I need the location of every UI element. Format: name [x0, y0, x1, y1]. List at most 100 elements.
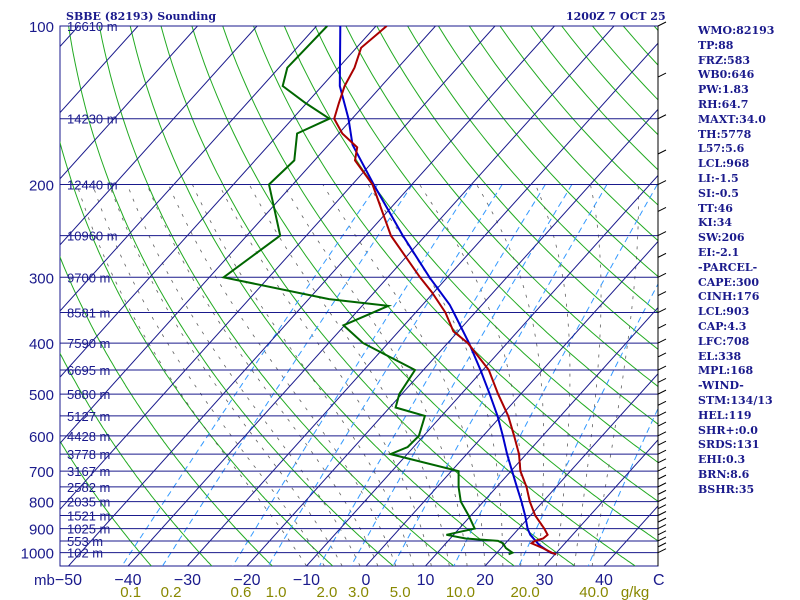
moist-adiabat	[126, 184, 361, 566]
wind-barb	[657, 252, 667, 258]
pressure-tick-label: 700	[29, 464, 54, 481]
index-line: BSHR:35	[698, 482, 755, 496]
height-label: 3167 m	[67, 464, 110, 479]
isotherm	[127, 26, 615, 566]
index-line: L57:5.6	[698, 142, 745, 156]
height-label: 4428 m	[67, 429, 110, 444]
pressure-tick-label: 600	[29, 429, 54, 446]
mixing-ratio-tick-label: 0.2	[161, 584, 182, 600]
pressure-tick-label: 100	[29, 19, 54, 36]
height-label: 14230 m	[67, 112, 118, 127]
temperature-tick-label: 40	[595, 572, 613, 589]
mixing-ratio-tick-label: 40.0	[579, 584, 608, 600]
index-line: -WIND-	[698, 379, 744, 393]
index-line: TT:46	[698, 201, 733, 215]
wind-barb	[657, 474, 667, 480]
index-line: EHI:0.3	[698, 453, 746, 467]
mixing-ratio-tick-label: 0.6	[230, 584, 251, 600]
wind-barb	[657, 489, 667, 495]
temperature-tick-label: 20	[476, 572, 494, 589]
temperature-tick-label: −20	[233, 572, 260, 589]
moist-adiabat	[192, 184, 414, 566]
wind-barb	[657, 400, 667, 406]
isotherm	[60, 26, 258, 246]
temperature-tick-label: −10	[293, 572, 320, 589]
mixing-ratio-line	[392, 184, 608, 566]
temperature-tick-label: −40	[114, 572, 141, 589]
dry-adiabat	[191, 26, 636, 566]
wind-barb	[657, 431, 667, 437]
dry-adiabat	[437, 26, 658, 278]
height-label: 12440 m	[67, 178, 118, 193]
index-line: SI:-0.5	[698, 186, 739, 200]
wind-barb	[657, 524, 667, 530]
height-label: 6695 m	[67, 363, 110, 378]
index-line: SHR+:0.0	[698, 423, 758, 437]
wind-barb	[657, 308, 667, 313]
mixing-ratio-tick-label: 0.1	[120, 584, 141, 600]
wind-barb	[657, 231, 667, 237]
pressure-tick-label: 300	[29, 270, 54, 287]
wind-barb	[657, 272, 667, 278]
index-line: -PARCEL-	[698, 260, 758, 274]
wind-barbs	[657, 21, 667, 566]
temperature-line	[333, 26, 557, 556]
wind-barb	[657, 482, 667, 488]
index-line: CAP:4.3	[698, 319, 747, 333]
mixing-ratio-line	[318, 184, 546, 566]
isotherm	[60, 26, 496, 511]
height-label: 9700 m	[67, 270, 110, 285]
wind-barb	[657, 466, 667, 472]
mixing-ratio-line	[350, 184, 573, 566]
index-line: MAXT:34.0	[698, 112, 766, 126]
wind-barb	[657, 440, 667, 446]
axis-labels: 16610 m 14230 m 12440 m 10960 m 9700 m 8581 m…	[21, 19, 665, 600]
index-line: KI:34	[698, 216, 733, 230]
dry-adiabat	[376, 26, 658, 350]
wind-barb	[657, 530, 667, 536]
moist-adiabat	[322, 184, 486, 566]
mixing-ratio-line	[232, 184, 473, 566]
plot-frame	[59, 25, 659, 567]
grid-layer	[59, 25, 659, 567]
mixing-ratio-tick-label: 20.0	[510, 584, 539, 600]
wind-barb	[657, 291, 667, 297]
isotherm	[187, 42, 658, 566]
moist-adiabat	[419, 184, 523, 566]
index-line: WB0:646	[698, 68, 755, 82]
wind-barb	[657, 421, 667, 427]
mixing-ratio-line	[453, 184, 658, 566]
isotherm	[60, 26, 377, 378]
pressure-tick-label: 500	[29, 387, 54, 404]
index-line: EL:338	[698, 349, 742, 363]
wind-barb	[657, 149, 667, 155]
mixing-ratio-unit-label: g/kg	[621, 584, 649, 600]
wind-barb	[657, 542, 667, 548]
height-label: 1521 m	[67, 508, 110, 523]
height-label: 2035 m	[67, 495, 110, 510]
mixing-ratio-line	[121, 184, 379, 566]
wind-barb	[657, 517, 667, 523]
mixing-ratio-line	[587, 407, 658, 566]
wind-barb	[657, 377, 667, 383]
moist-adiabat	[218, 184, 432, 566]
index-line: SRDS:131	[698, 438, 760, 452]
index-line: BRN:8.6	[698, 467, 750, 481]
mixing-ratio-tick-label: 5.0	[390, 584, 411, 600]
mixing-ratio-lines	[121, 184, 658, 566]
dewpoint-line	[221, 26, 515, 556]
dry-adiabat	[160, 26, 576, 566]
wind-barb	[657, 536, 667, 542]
index-line: WMO:82193	[698, 24, 775, 37]
temperature-tick-label: −50	[55, 572, 82, 589]
index-line: LFC:708	[698, 334, 750, 348]
sounding-datetime: 1200Z 7 OCT 25	[566, 10, 666, 23]
height-label: 16610 m	[67, 19, 118, 34]
wind-barb	[657, 180, 667, 185]
index-line: LCL:968	[698, 157, 750, 171]
dry-adiabat	[283, 26, 658, 464]
pressure-tick-label: 800	[29, 495, 54, 512]
index-line: FRZ:583	[698, 53, 751, 67]
temperature-tick-label: 30	[536, 572, 554, 589]
wind-barb	[657, 548, 667, 554]
